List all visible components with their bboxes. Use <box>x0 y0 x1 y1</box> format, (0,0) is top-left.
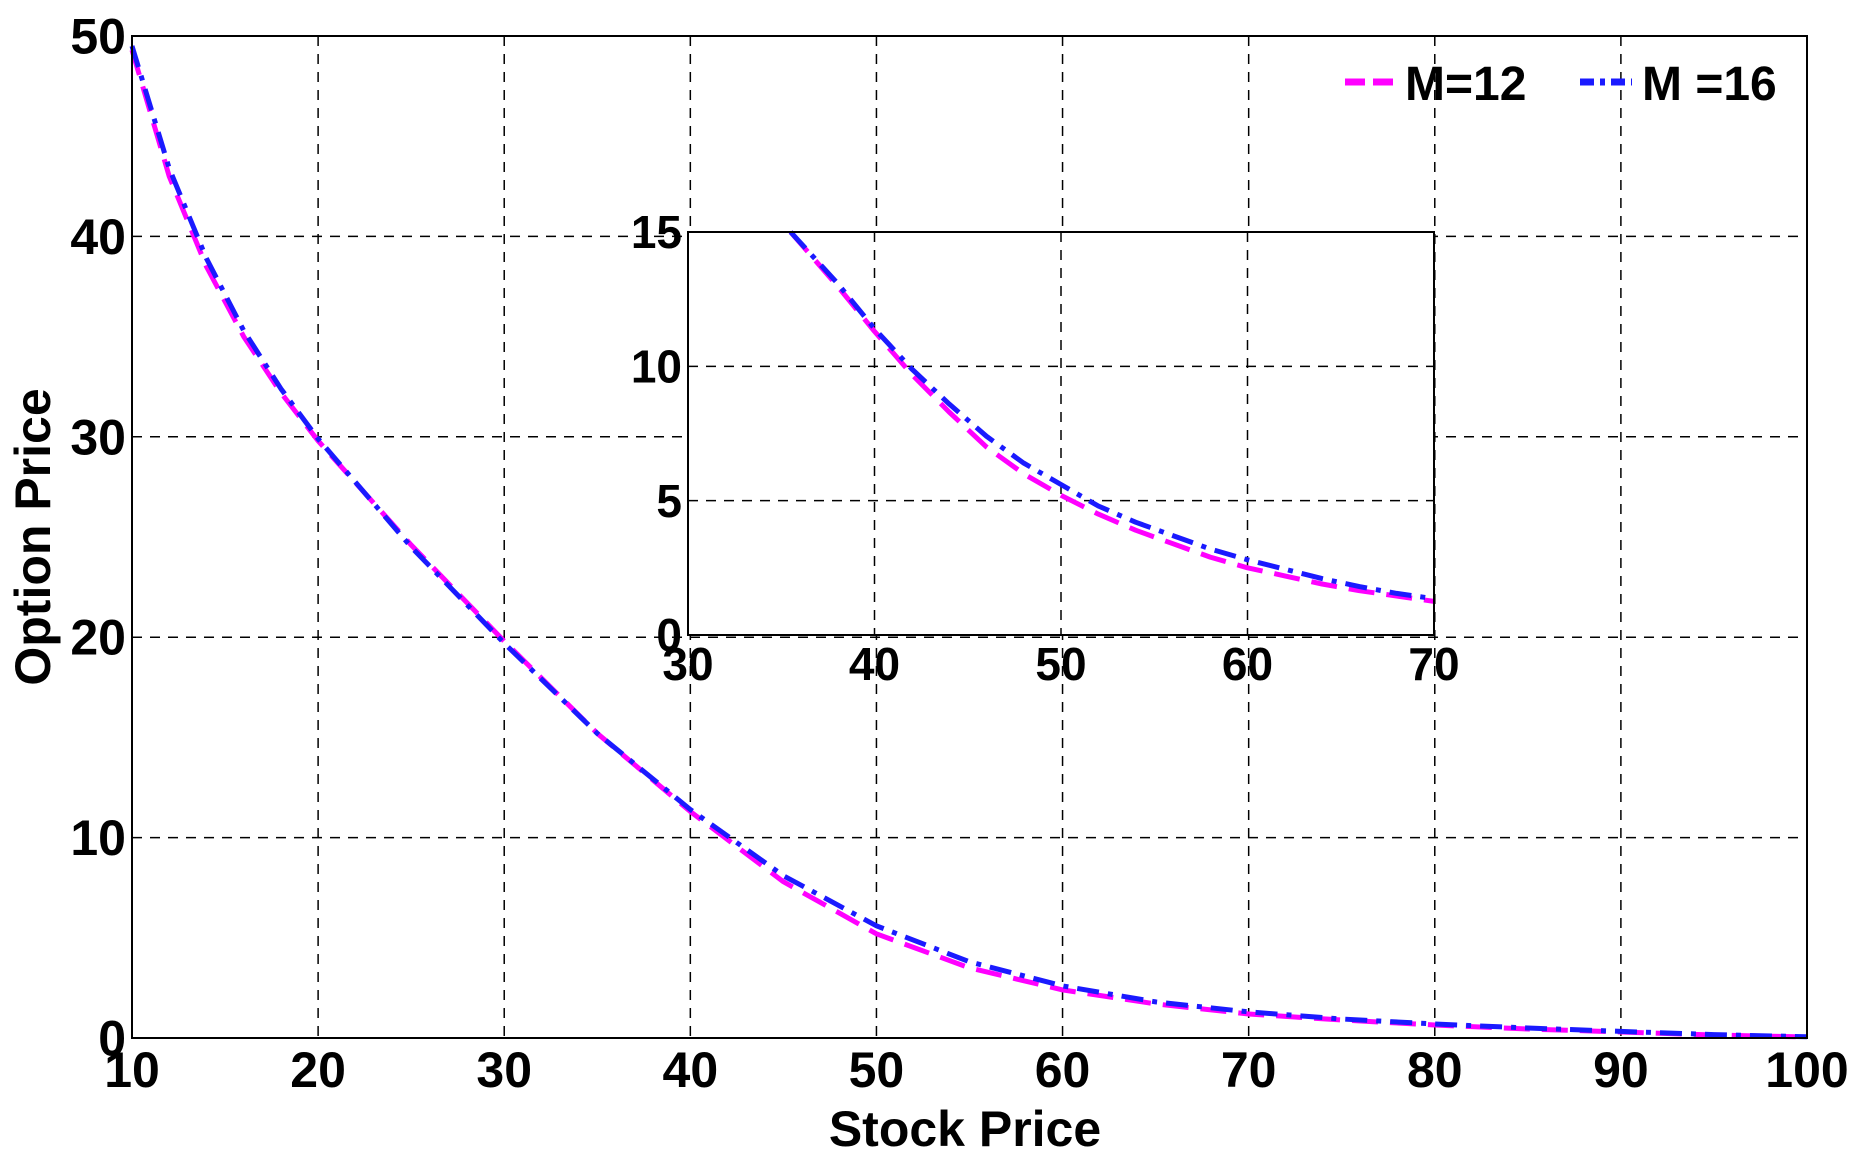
main-ytick-30: 30 <box>70 409 126 465</box>
inset-ytick-0: 0 <box>656 609 682 661</box>
main-xtick-90: 90 <box>1593 1042 1649 1098</box>
main-xtick-80: 80 <box>1407 1042 1463 1098</box>
main-xtick-20: 20 <box>290 1042 346 1098</box>
main-ytick-10: 10 <box>70 810 126 866</box>
inset-ytick-15: 15 <box>631 206 682 258</box>
main-xtick-70: 70 <box>1221 1042 1277 1098</box>
main-xtick-100: 100 <box>1765 1042 1848 1098</box>
inset-series-layer <box>788 230 1435 604</box>
main-plot-frame <box>131 35 1808 1039</box>
main-series-layer <box>129 45 1808 1040</box>
x-axis-label: Stock Price <box>829 1101 1101 1157</box>
inset-tick-labels: 30 40 50 60 70 0 5 10 15 <box>631 206 1460 690</box>
inset-xtick-40: 40 <box>849 638 900 690</box>
y-axis-label: Option Price <box>5 388 61 685</box>
main-ytick-0: 0 <box>98 1011 126 1067</box>
legend-label-m12: M=12 <box>1405 58 1526 111</box>
legend: M=12 M =16 <box>1345 58 1777 111</box>
main-ytick-50: 50 <box>70 9 126 65</box>
inset-ytick-5: 5 <box>656 475 682 527</box>
inset-xtick-30: 30 <box>662 638 713 690</box>
main-ytick-40: 40 <box>70 209 126 265</box>
inset-xtick-70: 70 <box>1408 638 1459 690</box>
main-xtick-30: 30 <box>476 1042 532 1098</box>
inset-xtick-50: 50 <box>1035 638 1086 690</box>
main-xtick-60: 60 <box>1035 1042 1091 1098</box>
inset-plot-frame <box>687 231 1435 636</box>
inset-grid <box>688 232 1434 635</box>
main-grid <box>132 36 1807 1038</box>
main-xtick-40: 40 <box>663 1042 719 1098</box>
main-ytick-20: 20 <box>70 610 126 666</box>
legend-label-m16: M =16 <box>1642 58 1777 111</box>
inset-ytick-10: 10 <box>631 340 682 392</box>
inset-series-line-0 <box>788 230 1435 604</box>
main-series-line-m16 <box>129 45 1808 1040</box>
inset-xtick-60: 60 <box>1222 638 1273 690</box>
main-xtick-10: 10 <box>104 1042 160 1098</box>
inset-chart: 30 40 50 60 70 0 5 10 15 <box>631 206 1460 690</box>
main-xtick-50: 50 <box>849 1042 905 1098</box>
